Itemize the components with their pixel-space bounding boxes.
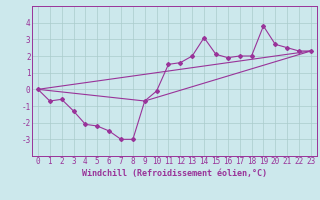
X-axis label: Windchill (Refroidissement éolien,°C): Windchill (Refroidissement éolien,°C) [82, 169, 267, 178]
